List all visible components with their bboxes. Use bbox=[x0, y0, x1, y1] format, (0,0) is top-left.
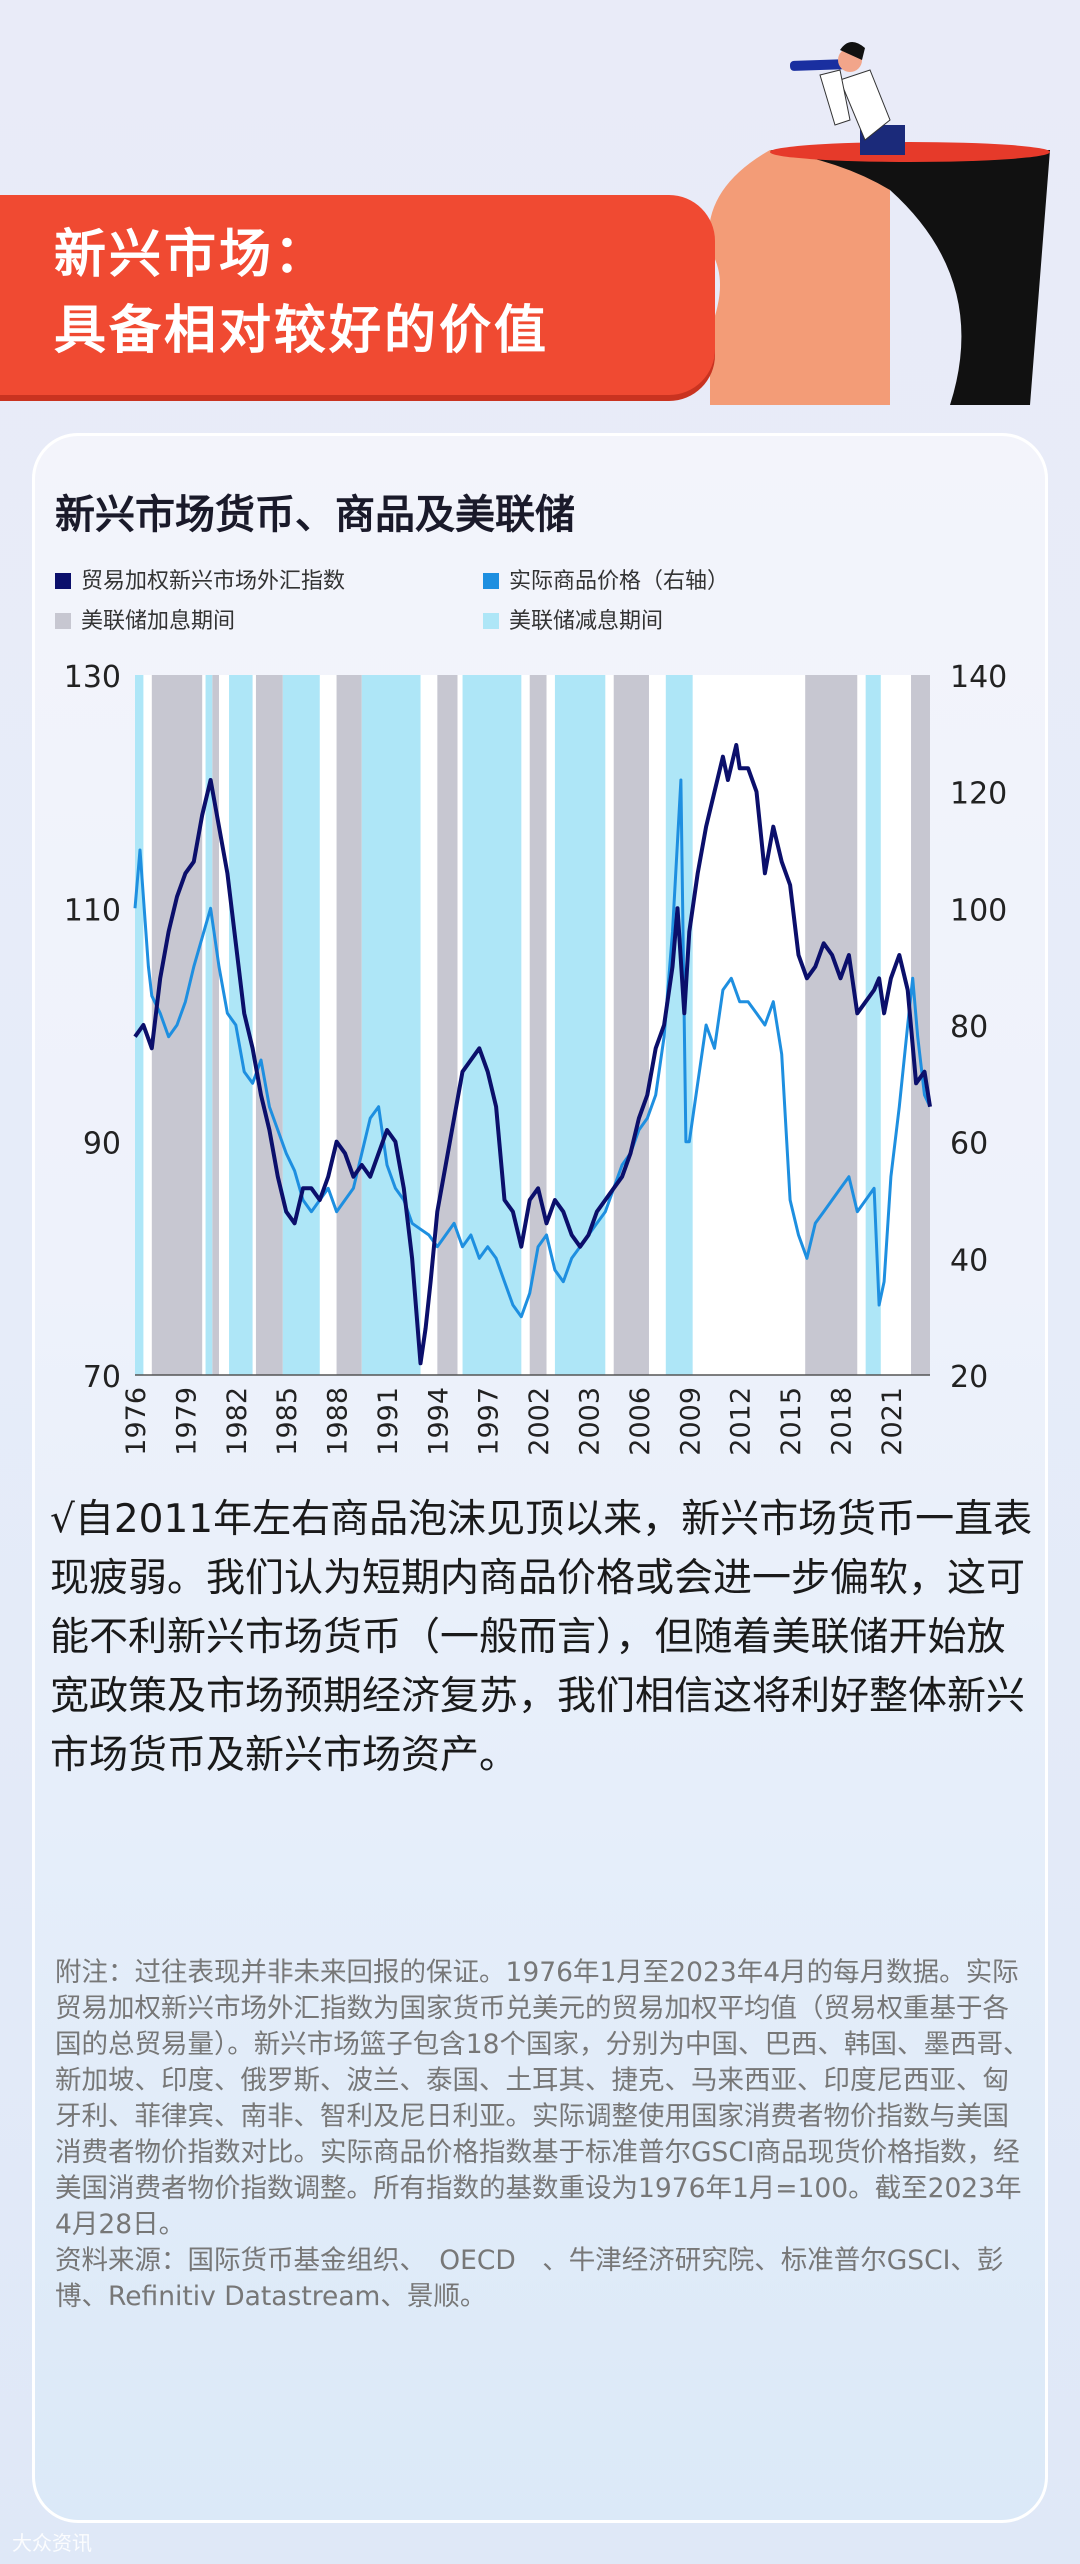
telescope-man-illustration bbox=[708, 41, 1050, 405]
x-tick-label: 2012 bbox=[726, 1387, 757, 1456]
series-line-em-fx bbox=[133, 743, 932, 1366]
x-tick-label: 2021 bbox=[877, 1387, 908, 1456]
legend-swatch bbox=[483, 573, 499, 589]
legend-swatch bbox=[483, 613, 499, 629]
cut-period-band bbox=[462, 675, 522, 1375]
x-tick-label: 1991 bbox=[373, 1387, 404, 1456]
y-right-tick-label: 20 bbox=[950, 1360, 988, 1395]
x-tick-label: 1997 bbox=[474, 1387, 505, 1456]
legend-label: 美联储减息期间 bbox=[509, 609, 664, 634]
body-paragraph: √自2011年左右商品泡沫见顶以来，新兴市场货币一直表现疲弱。我们认为短期内商品… bbox=[50, 1497, 1033, 1778]
chart-title: 新兴市场货币、商品及美联储 bbox=[55, 491, 575, 538]
banner-line-2: 具备相对较好的价值 bbox=[54, 301, 550, 361]
cut-period-band bbox=[554, 675, 606, 1375]
x-tick-label: 1985 bbox=[272, 1387, 303, 1456]
hike-period-band bbox=[255, 675, 283, 1375]
legend-item-commodity: 实际商品价格（右轴） bbox=[483, 563, 729, 595]
y-left-tick-label: 110 bbox=[64, 893, 121, 928]
y-right-tick-label: 100 bbox=[950, 893, 1007, 928]
cut-period-band bbox=[282, 675, 320, 1375]
series-line-commodity bbox=[133, 778, 932, 1319]
legend-label: 实际商品价格（右轴） bbox=[509, 569, 730, 594]
hike-period-band bbox=[805, 675, 858, 1375]
x-tick-label: 1982 bbox=[222, 1387, 253, 1456]
legend-label: 贸易加权新兴市场外汇指数 bbox=[81, 569, 346, 594]
y-right-tick-label: 60 bbox=[950, 1127, 988, 1162]
source-text: 资料来源：国际货币基金组织、 OECD 、牛津经济研究院、标准普尔GSCI、彭博… bbox=[55, 2245, 1004, 2312]
hike-period-band bbox=[212, 675, 219, 1375]
hike-period-band bbox=[336, 675, 362, 1375]
cut-period-band bbox=[205, 675, 213, 1375]
x-tick-label: 2002 bbox=[524, 1387, 555, 1456]
legend-swatch bbox=[55, 573, 71, 589]
watermark: 大众资讯 bbox=[12, 2531, 92, 2555]
x-tick-label: 2018 bbox=[827, 1387, 858, 1456]
x-tick-label: 1979 bbox=[171, 1387, 202, 1456]
cut-period-band bbox=[665, 675, 693, 1375]
cut-period-band bbox=[135, 675, 144, 1375]
x-tick-label: 1994 bbox=[423, 1387, 454, 1456]
hike-period-band bbox=[613, 675, 649, 1375]
hike-period-band bbox=[437, 675, 458, 1375]
y-left-tick-label: 130 bbox=[64, 660, 121, 695]
footnote-text: 附注：过往表现并非未来回报的保证。1976年1月至2023年4月的每月数据。实际… bbox=[55, 1957, 1030, 2240]
legend-item-hike: 美联储加息期间 bbox=[55, 603, 235, 635]
y-right-tick-label: 140 bbox=[950, 660, 1007, 695]
x-tick-label: 1988 bbox=[323, 1387, 354, 1456]
hike-period-band bbox=[529, 675, 547, 1375]
legend-label: 美联储加息期间 bbox=[81, 609, 236, 634]
y-left-tick-label: 70 bbox=[83, 1360, 121, 1395]
banner-line-1: 新兴市场： bbox=[54, 225, 330, 285]
x-tick-label: 2009 bbox=[675, 1387, 706, 1456]
x-tick-label: 2015 bbox=[776, 1387, 807, 1456]
x-tick-label: 2006 bbox=[625, 1387, 656, 1456]
y-left-tick-label: 90 bbox=[83, 1127, 121, 1162]
y-right-tick-label: 120 bbox=[950, 777, 1007, 812]
y-right-tick-label: 40 bbox=[950, 1243, 988, 1278]
x-tick-label: 2003 bbox=[575, 1387, 606, 1456]
legend-swatch bbox=[55, 613, 71, 629]
hike-period-band bbox=[911, 675, 930, 1375]
title-banner: 新兴市场： 具备相对较好的价值 bbox=[0, 195, 715, 395]
cut-period-band bbox=[865, 675, 881, 1375]
footnote: 附注：过往表现并非未来回报的保证。1976年1月至2023年4月的每月数据。实际… bbox=[55, 1955, 1035, 2315]
legend-item-cut: 美联储减息期间 bbox=[483, 603, 663, 635]
cut-period-band bbox=[229, 675, 253, 1375]
x-tick-label: 1976 bbox=[121, 1387, 152, 1456]
legend-item-em-fx: 贸易加权新兴市场外汇指数 bbox=[55, 563, 345, 595]
y-right-tick-label: 80 bbox=[950, 1010, 988, 1045]
line-chart: 130 110 90 70 140 120 100 80 60 40 20 1976 1979 1982 1… bbox=[64, 660, 1008, 1456]
